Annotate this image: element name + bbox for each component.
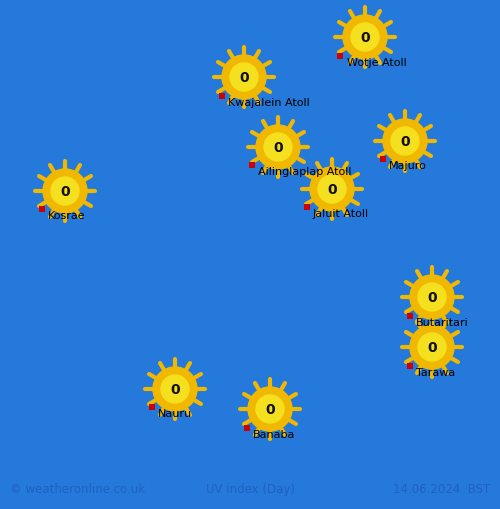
Circle shape	[51, 178, 79, 206]
Text: 0: 0	[273, 140, 283, 155]
Circle shape	[310, 167, 354, 212]
Text: Tarawa: Tarawa	[416, 367, 455, 377]
Circle shape	[410, 325, 454, 369]
Circle shape	[222, 56, 266, 100]
Circle shape	[351, 24, 379, 52]
Circle shape	[264, 134, 292, 162]
Text: Kwajalein Atoll: Kwajalein Atoll	[228, 98, 310, 108]
Circle shape	[418, 284, 446, 312]
Text: Nauru: Nauru	[158, 408, 192, 418]
Text: 0: 0	[327, 183, 337, 196]
Text: Wotje Atoll: Wotje Atoll	[347, 58, 407, 68]
Text: Majuro: Majuro	[389, 161, 427, 171]
Circle shape	[161, 375, 189, 403]
Text: 0: 0	[170, 382, 180, 396]
Circle shape	[153, 367, 197, 411]
Text: 0: 0	[400, 135, 410, 149]
Circle shape	[418, 333, 446, 361]
Text: Kosrae: Kosrae	[48, 211, 86, 220]
Circle shape	[230, 64, 258, 92]
Text: 0: 0	[60, 185, 70, 199]
Circle shape	[248, 387, 292, 431]
Text: 14.06.2024  BST: 14.06.2024 BST	[393, 483, 490, 496]
Circle shape	[383, 120, 427, 164]
Circle shape	[318, 176, 346, 204]
Text: Ailinglaplap Atoll: Ailinglaplap Atoll	[258, 166, 352, 177]
Circle shape	[256, 395, 284, 423]
Text: © weatheronline.co.uk: © weatheronline.co.uk	[10, 483, 145, 496]
Text: 0: 0	[265, 402, 275, 416]
Text: Jaluit Atoll: Jaluit Atoll	[313, 209, 369, 218]
Circle shape	[410, 275, 454, 319]
Circle shape	[256, 126, 300, 169]
Text: 0: 0	[427, 341, 437, 354]
Circle shape	[391, 128, 419, 156]
Circle shape	[43, 169, 87, 214]
Text: 0: 0	[360, 31, 370, 45]
Circle shape	[343, 16, 387, 60]
Text: UV index (Day): UV index (Day)	[206, 483, 294, 496]
Text: Butaritari: Butaritari	[416, 318, 469, 327]
Text: 0: 0	[427, 291, 437, 304]
Text: 0: 0	[239, 71, 249, 85]
Text: Banaba: Banaba	[253, 429, 296, 439]
